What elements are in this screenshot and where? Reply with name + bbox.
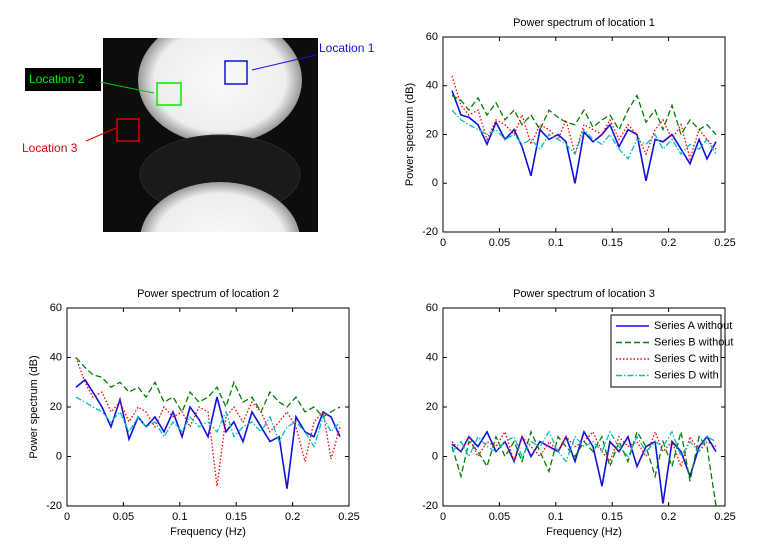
y-tick-label: 60 xyxy=(50,302,62,314)
y-tick-label: 0 xyxy=(56,450,62,462)
y-axis-label: Power spectrum (dB) xyxy=(404,83,416,186)
y-tick-label: 40 xyxy=(50,351,62,363)
label-bg xyxy=(25,68,101,91)
x-tick-label: 0 xyxy=(440,237,446,249)
series-line xyxy=(451,109,717,161)
y-tick-label: 40 xyxy=(426,351,438,363)
x-tick-label: 0.15 xyxy=(225,511,246,523)
x-tick-label: 0.15 xyxy=(601,237,622,249)
y-tick-label: 0 xyxy=(432,177,438,189)
x-axis-label: Frequency (Hz) xyxy=(170,526,246,538)
y-tick-label: 20 xyxy=(426,128,438,140)
series-line xyxy=(451,430,717,463)
legend-label: Series B without xyxy=(654,336,733,348)
y-tick-label: -20 xyxy=(46,500,62,512)
arrow xyxy=(251,54,317,71)
y-tick-label: 60 xyxy=(426,31,438,43)
x-tick-label: 0.05 xyxy=(489,511,510,523)
series-line xyxy=(75,357,341,487)
y-tick-label: 20 xyxy=(426,401,438,413)
x-tick-label: 0.25 xyxy=(714,237,735,249)
chart-title: Power spectrum of location 2 xyxy=(137,288,279,300)
x-tick-label: 0.25 xyxy=(338,511,359,523)
roi-box xyxy=(116,118,140,142)
series-line xyxy=(75,396,341,449)
y-tick-label: -20 xyxy=(422,500,438,512)
chart-title: Power spectrum of location 1 xyxy=(513,17,655,29)
x-axis-label: Frequency (Hz) xyxy=(546,526,622,538)
series-line xyxy=(451,90,717,184)
y-tick-label: 0 xyxy=(432,450,438,462)
chart-title: Power spectrum of location 3 xyxy=(513,288,655,300)
x-tick-label: 0.1 xyxy=(548,511,563,523)
arrow xyxy=(99,81,155,94)
x-tick-label: 0.1 xyxy=(548,237,563,249)
x-tick-label: 0 xyxy=(440,511,446,523)
x-tick-label: 0.2 xyxy=(661,511,676,523)
x-tick-label: 0.25 xyxy=(714,511,735,523)
legend-label: Series D with xyxy=(654,369,719,381)
y-tick-label: 20 xyxy=(50,401,62,413)
x-tick-label: 0.2 xyxy=(285,511,300,523)
roi-box xyxy=(156,82,182,106)
roi-box xyxy=(224,60,248,85)
legend: Series A without Series B without Series C… xyxy=(610,314,733,388)
x-tick-label: 0.1 xyxy=(172,511,187,523)
series-line xyxy=(451,429,717,469)
y-tick-label: 40 xyxy=(426,80,438,92)
x-tick-label: 0.05 xyxy=(113,511,134,523)
annotation: Location 2 xyxy=(29,72,85,86)
annotation: Location 1 xyxy=(319,41,375,55)
series-line xyxy=(75,357,341,418)
legend-label: Series C with xyxy=(654,353,719,365)
arrow xyxy=(85,127,117,142)
series-line xyxy=(75,378,341,489)
annotation: Location 3 xyxy=(22,141,78,155)
y-axis-label: Power spectrum (dB) xyxy=(28,355,40,458)
legend-label: Series A without xyxy=(654,320,732,332)
series-line xyxy=(451,93,717,137)
x-tick-label: 0 xyxy=(64,511,70,523)
x-tick-label: 0.05 xyxy=(489,237,510,249)
x-tick-label: 0.2 xyxy=(661,237,676,249)
mri-image xyxy=(103,38,318,232)
x-tick-label: 0.15 xyxy=(601,511,622,523)
y-tick-label: 60 xyxy=(426,302,438,314)
plot-area xyxy=(67,308,349,506)
y-tick-label: -20 xyxy=(422,226,438,238)
